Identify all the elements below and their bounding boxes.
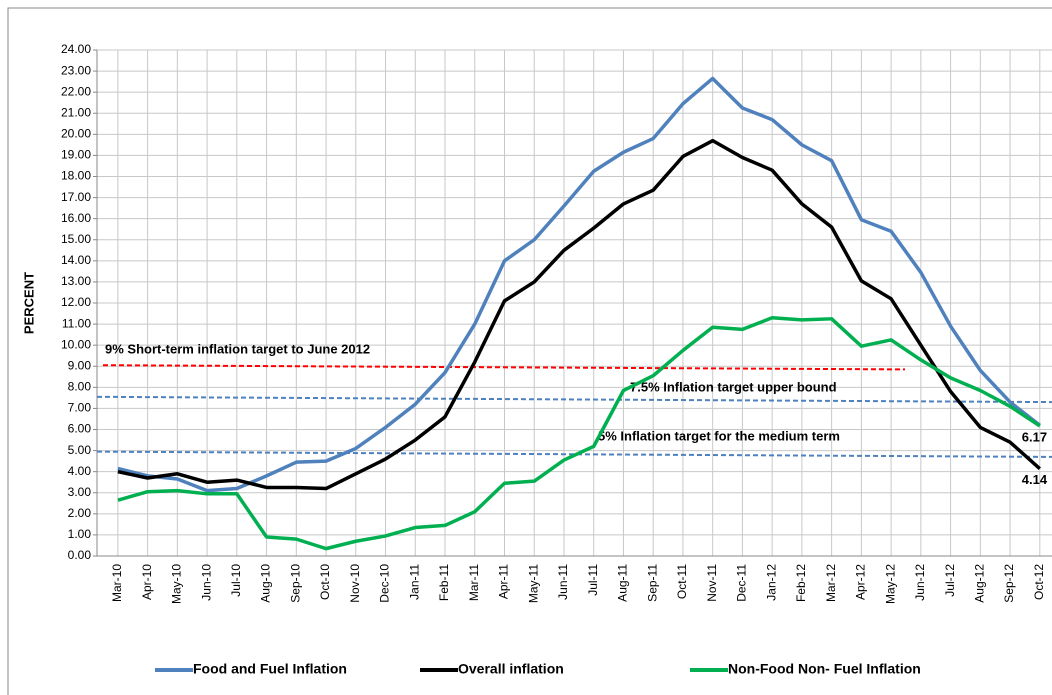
x-tick-label: Aug-11 [616,564,630,602]
x-tick-label: Aug-12 [973,564,987,603]
x-tick-label: Dec-10 [378,564,392,603]
reference-label: 9% Short-term inflation target to June 2… [105,341,370,356]
reference-label: 7.5% Inflation target upper bound [630,379,837,394]
y-tick-label: 15.00 [61,232,91,246]
x-tick-label: Apr-10 [140,564,154,600]
y-tick-label: 17.00 [61,190,91,204]
x-tick-label: Oct-11 [675,564,689,599]
data-label: 6.17 [1022,429,1047,444]
series-line [117,76,1041,493]
y-tick-label: 7.00 [68,401,92,415]
x-tick-label: Jun-10 [199,564,213,601]
x-tick-label: May-11 [526,564,540,603]
x-tick-label: Mar-11 [467,564,481,601]
y-tick-label: 5.00 [68,443,92,457]
y-tick-label: 8.00 [68,380,92,394]
series-line [117,316,1041,551]
x-tick-label: May-10 [170,564,184,604]
x-tick-label: Jun-12 [913,564,927,601]
y-tick-label: 13.00 [61,274,91,288]
reference-label: 5% Inflation target for the medium term [598,428,840,443]
y-tick-label: 2.00 [68,506,92,520]
y-tick-label: 22.00 [61,84,91,98]
y-tick-label: 12.00 [61,295,91,309]
x-tick-label: Oct-12 [1032,564,1046,600]
x-tick-label: Jul-11 [586,564,600,596]
x-tick-label: Feb-12 [794,564,808,602]
reference-line [96,450,1052,458]
y-tick-label: 9.00 [68,358,92,372]
reference-line [96,395,1052,404]
y-tick-label: 19.00 [61,148,91,162]
data-label: 4.14 [1022,472,1048,487]
x-tick-label: Dec-11 [735,564,749,602]
x-tick-label: Jul-10 [229,564,243,597]
x-tick-label: Nov-10 [348,564,362,603]
legend-label: Overall inflation [458,661,564,677]
x-tick-label: Mar-10 [110,564,124,602]
y-axis-label: PERCENT [21,272,36,334]
x-tick-label: Jul-12 [943,564,957,597]
x-tick-label: Oct-10 [318,564,332,600]
y-tick-label: 10.00 [61,337,91,351]
y-tick-label: 16.00 [61,211,91,225]
x-tick-label: Aug-10 [259,564,273,603]
y-tick-label: 21.00 [61,105,91,119]
y-tick-label: 11.00 [62,316,91,330]
x-tick-label: Jan-11 [407,564,421,600]
y-tick-label: 18.00 [61,169,91,183]
y-tick-label: 24.00 [61,42,91,56]
x-tick-label: Sep-12 [1002,564,1016,603]
y-tick-label: 23.00 [61,63,91,77]
y-tick-label: 3.00 [68,485,92,499]
y-tick-label: 0.00 [68,548,92,562]
x-tick-label: Jun-11 [556,564,570,600]
y-tick-label: 4.00 [68,464,92,478]
x-tick-label: Nov-11 [705,564,719,602]
x-tick-label: May-12 [883,564,897,604]
x-tick-label: Mar-12 [824,564,838,602]
x-tick-label: Jan-12 [764,564,778,601]
x-tick-label: Apr-12 [854,564,868,600]
x-tick-label: Apr-11 [497,564,511,599]
x-tick-label: Sep-11 [645,564,659,602]
legend-label: Food and Fuel Inflation [193,661,347,677]
y-tick-label: 14.00 [61,253,91,267]
y-tick-label: 6.00 [68,422,92,436]
y-tick-label: 20.00 [61,127,91,141]
x-tick-label: Feb-11 [437,564,451,601]
series-line [117,138,1041,491]
chart-frame [7,7,1052,695]
x-tick-label: Sep-10 [288,564,302,603]
reference-line [102,364,906,371]
legend-label: Non-Food Non- Fuel Inflation [728,661,921,677]
y-tick-label: 1.00 [68,527,92,541]
